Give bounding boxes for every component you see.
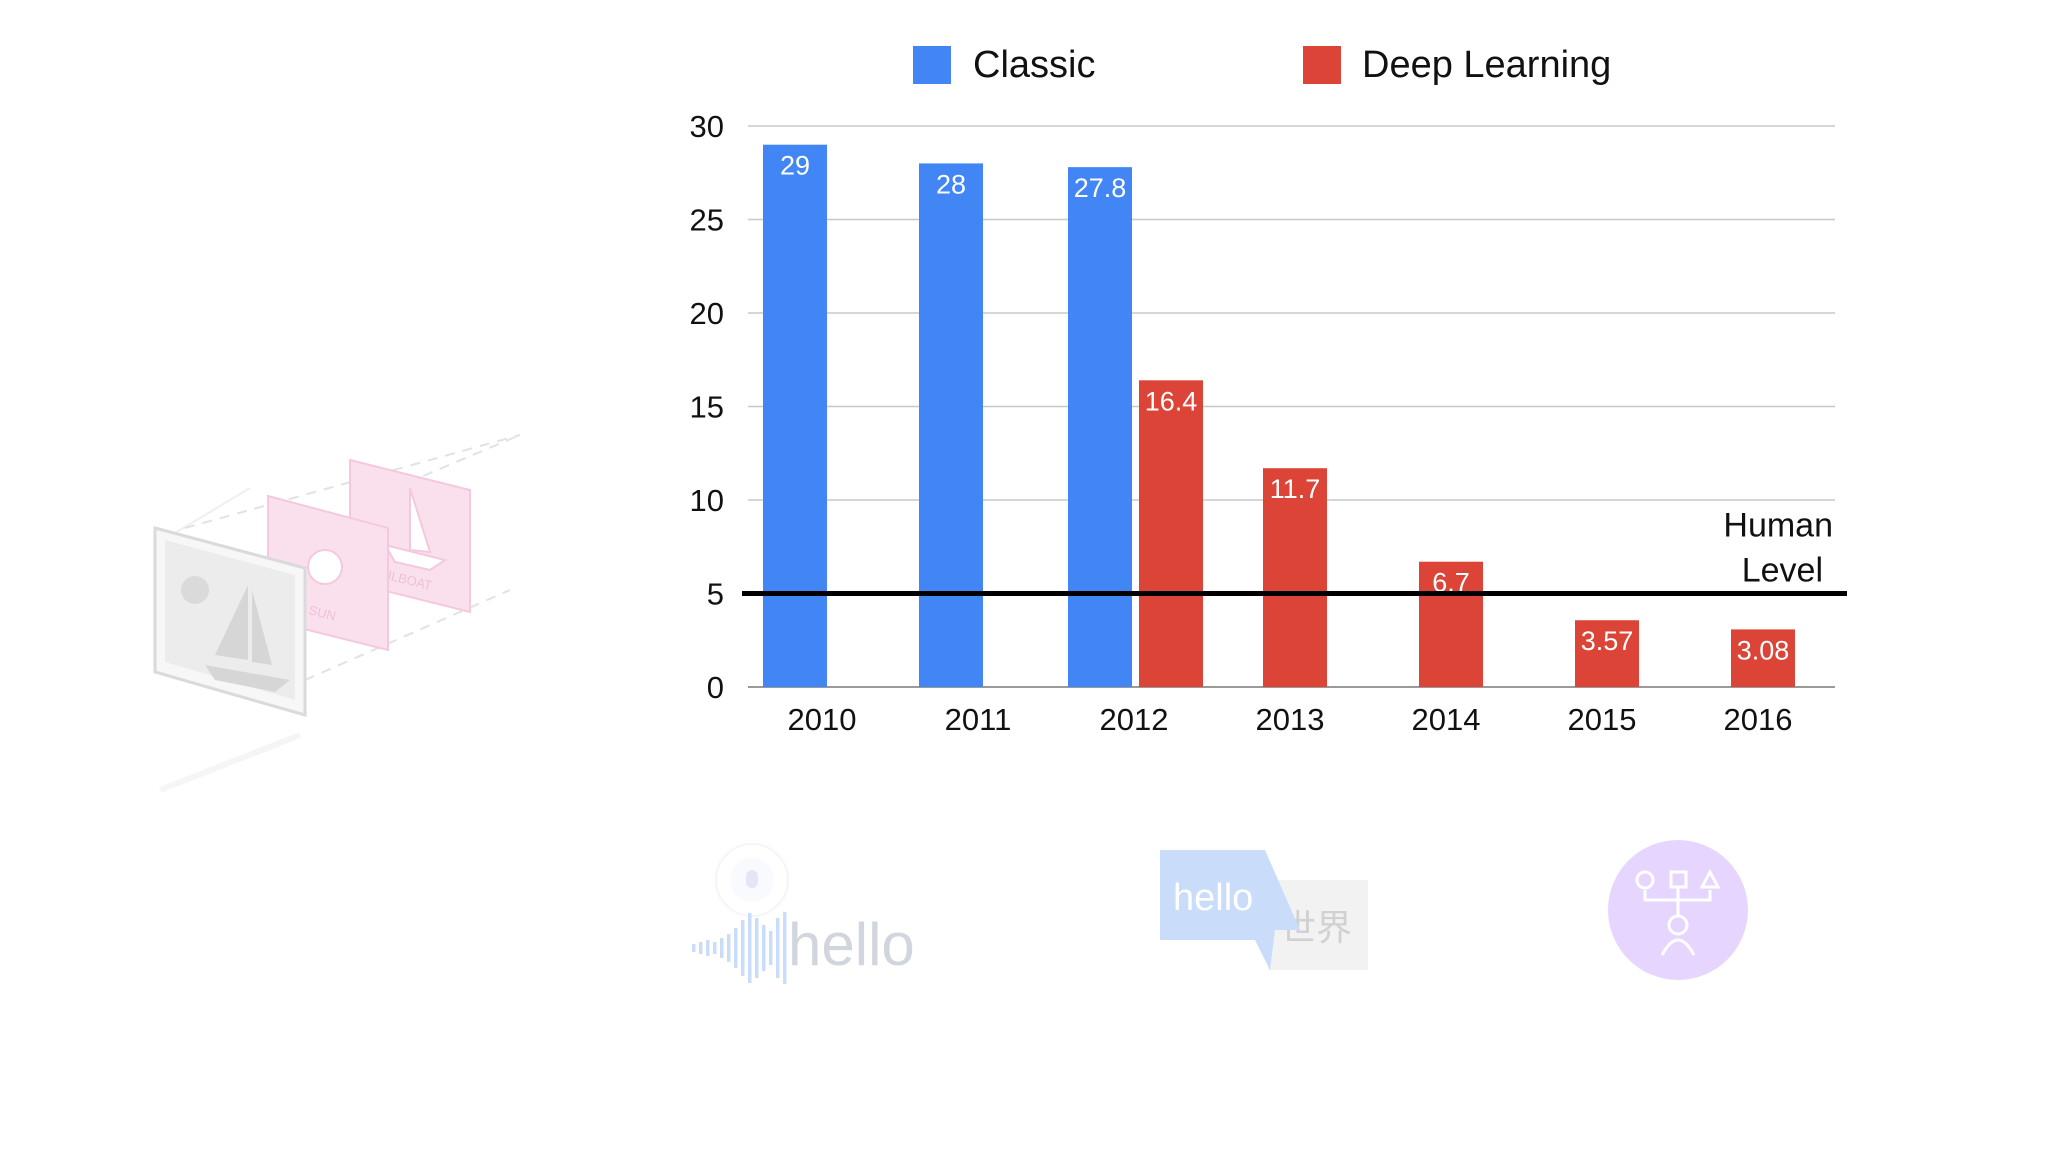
bar-deep-learning-2014 xyxy=(1419,561,1483,687)
data-label-classic-2011: 28 xyxy=(936,169,966,199)
data-label-deep-learning-2016: 3.08 xyxy=(1737,635,1790,665)
sound-wave-bar xyxy=(706,940,710,956)
bar-deep-learning-2015 xyxy=(1575,620,1639,687)
y-tick-label-5: 5 xyxy=(707,577,724,612)
translate-from-text: hello xyxy=(1173,877,1253,919)
data-label-deep-learning-2015: 3.57 xyxy=(1581,626,1634,656)
data-label-classic-2010: 29 xyxy=(780,151,810,181)
bar-deep-learning-2013 xyxy=(1263,468,1327,687)
y-tick-label-10: 10 xyxy=(690,483,724,518)
legend-swatch-deep-learning xyxy=(1303,46,1341,84)
legend-swatch-classic xyxy=(913,46,951,84)
sound-wave-icon xyxy=(692,912,787,984)
x-tick-label-2014: 2014 xyxy=(1412,702,1481,737)
sound-wave-bar xyxy=(755,918,759,978)
sound-wave-bar xyxy=(692,944,696,952)
bar-deep-learning-2016 xyxy=(1731,629,1795,687)
sound-wave-bar xyxy=(769,931,773,965)
sound-wave-bar xyxy=(741,920,745,976)
sound-wave-bar xyxy=(720,938,724,958)
sound-wave-bar xyxy=(783,912,787,984)
speech-hello-text: hello xyxy=(788,911,915,978)
translation-icon: 世界 hello xyxy=(1160,850,1368,970)
sound-wave-bar xyxy=(762,925,766,971)
y-tick-label-30: 30 xyxy=(690,109,724,144)
speech-recognition-icon: hello xyxy=(692,843,915,984)
sound-wave-bar xyxy=(713,942,717,954)
x-tick-label-2012: 2012 xyxy=(1100,702,1169,737)
human-level-label-line1: Human xyxy=(1723,507,1833,545)
data-label-deep-learning-2013: 11.7 xyxy=(1270,474,1321,504)
sound-wave-bar xyxy=(734,928,738,968)
classification-icon xyxy=(1608,840,1748,980)
sound-wave-bar xyxy=(727,934,731,962)
translate-to-text: 世界 xyxy=(1280,908,1352,949)
x-tick-label-2011: 2011 xyxy=(945,702,1012,737)
image-recognition-icon: SAILBOAT SUN xyxy=(153,434,521,793)
x-tick-label-2016: 2016 xyxy=(1724,702,1793,737)
bar-classic-2010 xyxy=(763,144,827,687)
x-tick-label-2013: 2013 xyxy=(1256,702,1325,737)
sound-wave-bar xyxy=(776,918,780,978)
sound-wave-bar xyxy=(748,913,752,983)
legend-label-classic: Classic xyxy=(973,44,1095,86)
bar-classic-2011 xyxy=(919,163,983,687)
bar-deep-learning-2012 xyxy=(1139,380,1203,687)
y-tick-label-0: 0 xyxy=(707,670,724,705)
y-tick-label-25: 25 xyxy=(690,203,724,238)
x-tick-label-2010: 2010 xyxy=(788,702,857,737)
data-label-deep-learning-2012: 16.4 xyxy=(1145,386,1198,416)
x-tick-label-2015: 2015 xyxy=(1568,702,1637,737)
bar-classic-2012 xyxy=(1068,167,1132,687)
bar-chart: 0 5 10 15 20 25 30 29 2010 28 2011 27.8 16.4 2012 11.7… xyxy=(690,44,1847,737)
sound-wave-bar xyxy=(699,942,703,954)
y-tick-label-15: 15 xyxy=(690,390,724,425)
data-label-classic-2012: 27.8 xyxy=(1074,173,1127,203)
sun-label: SUN xyxy=(307,602,337,623)
human-level-label-line2: Level xyxy=(1742,552,1823,590)
y-tick-label-20: 20 xyxy=(690,296,724,331)
legend-label-deep-learning: Deep Learning xyxy=(1362,44,1611,86)
